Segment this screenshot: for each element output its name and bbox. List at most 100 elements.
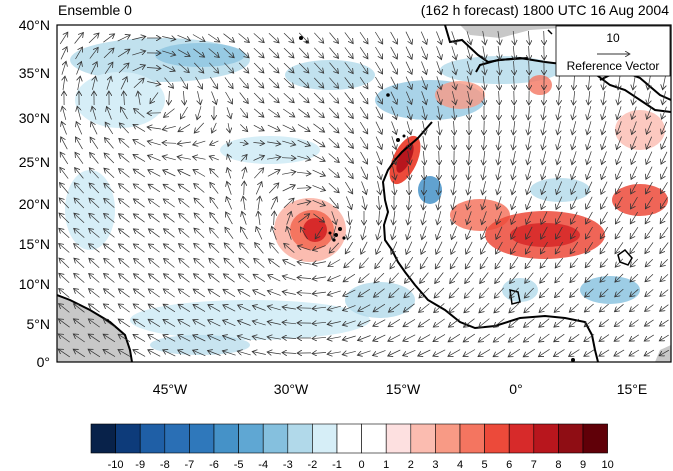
wind-vector xyxy=(572,121,576,135)
wind-vector xyxy=(243,196,245,210)
wind-vector xyxy=(463,349,476,357)
wind-vector xyxy=(523,348,535,357)
colorbar-box xyxy=(508,423,535,454)
wind-vector xyxy=(283,198,294,209)
wind-vector xyxy=(119,229,130,238)
wind-vector xyxy=(539,303,550,313)
wind-vector xyxy=(253,142,264,143)
lat-tick-label: 40°N xyxy=(19,17,50,33)
wind-vector xyxy=(258,196,260,210)
wind-vector xyxy=(242,211,247,225)
wind-vector xyxy=(601,196,608,209)
wind-vector xyxy=(359,257,369,269)
wind-vector xyxy=(104,198,115,208)
wind-vector xyxy=(192,34,205,42)
wind-vector xyxy=(450,256,458,269)
wind-vector xyxy=(58,349,70,358)
wind-vector xyxy=(437,211,441,225)
wind-vector xyxy=(377,226,381,240)
wind-vector xyxy=(375,106,382,119)
wind-vector xyxy=(631,166,638,180)
wind-vector xyxy=(571,211,578,224)
wind-vector xyxy=(282,337,297,338)
wind-vector xyxy=(267,306,281,310)
wind-vector xyxy=(59,273,70,283)
wind-vector xyxy=(194,213,205,224)
wind-vector xyxy=(376,166,381,179)
wind-vector xyxy=(466,31,471,44)
wind-vector xyxy=(556,211,563,224)
wind-vector xyxy=(494,287,504,298)
wind-vector xyxy=(541,226,548,239)
wind-vector xyxy=(453,105,454,120)
wind-vector xyxy=(616,166,623,180)
wind-vector xyxy=(227,181,232,195)
colorbar: -10 -9 -8 -7 -6 -5 -4 -3 -2 -1 0 1 2 3 4 5 6 7 8 9 10 xyxy=(90,423,614,471)
wind-vector xyxy=(104,214,115,223)
wind-vector xyxy=(107,107,112,120)
wind-vector xyxy=(420,46,426,60)
wind-vector xyxy=(511,241,518,254)
wind-vector xyxy=(164,259,175,268)
wind-vector xyxy=(194,198,205,209)
wind-vector xyxy=(482,181,485,195)
wind-vector xyxy=(237,336,251,341)
wind-vector xyxy=(283,108,295,117)
wind-vector xyxy=(328,122,339,133)
wind-vector xyxy=(89,258,100,268)
wind-vector xyxy=(483,166,485,180)
wind-vector xyxy=(391,121,397,135)
lat-tick-label: 5°N xyxy=(27,316,51,332)
wind-vector xyxy=(267,170,280,177)
wind-vector xyxy=(344,258,355,267)
land-mask xyxy=(57,25,671,362)
wind-vector xyxy=(344,152,354,164)
wind-vector xyxy=(661,121,668,134)
wind-vector xyxy=(660,259,669,266)
wind-vector xyxy=(629,349,640,356)
lat-tick-label: 0° xyxy=(37,354,50,370)
wind-vector xyxy=(268,47,279,58)
wind-vector xyxy=(479,318,490,328)
wind-vector xyxy=(661,182,668,193)
colorbar-box xyxy=(558,423,584,454)
wind-vector xyxy=(542,151,546,165)
wind-vector xyxy=(194,243,205,253)
wind-vector xyxy=(511,226,518,240)
wind-vector xyxy=(436,91,441,104)
colorbar-label: -7 xyxy=(185,459,195,471)
wind-vector xyxy=(225,227,234,239)
colorbar-box xyxy=(164,423,190,454)
wind-vector xyxy=(238,33,250,43)
wind-vector xyxy=(267,322,281,325)
wind-vector xyxy=(327,290,341,295)
wind-vector xyxy=(449,287,460,298)
wind-vector xyxy=(513,121,515,135)
wind-vector xyxy=(375,76,382,89)
wind-vector xyxy=(660,289,669,297)
wind-vector xyxy=(528,106,530,120)
wind-vector xyxy=(163,304,176,313)
wind-vector xyxy=(420,272,429,284)
wind-vector xyxy=(133,244,145,253)
wind-vector xyxy=(539,318,550,328)
wind-vector xyxy=(59,304,70,313)
wind-vector xyxy=(268,93,279,102)
wind-vector xyxy=(74,183,84,194)
wind-vector xyxy=(312,277,326,279)
wind-vector xyxy=(495,257,504,269)
wind-vector xyxy=(313,77,324,88)
wind-vector xyxy=(407,121,411,134)
wind-vector xyxy=(525,257,534,268)
wind-vector xyxy=(569,349,580,357)
wind-vector xyxy=(524,287,534,298)
wind-vector xyxy=(238,305,251,312)
wind-vector xyxy=(588,75,589,90)
wind-vector xyxy=(660,197,668,208)
wind-vector xyxy=(418,318,430,327)
wind-vector xyxy=(555,257,564,268)
wind-vector xyxy=(103,48,114,59)
wind-vector xyxy=(296,188,311,189)
wind-vector xyxy=(423,136,425,150)
wind-vector xyxy=(120,77,127,90)
